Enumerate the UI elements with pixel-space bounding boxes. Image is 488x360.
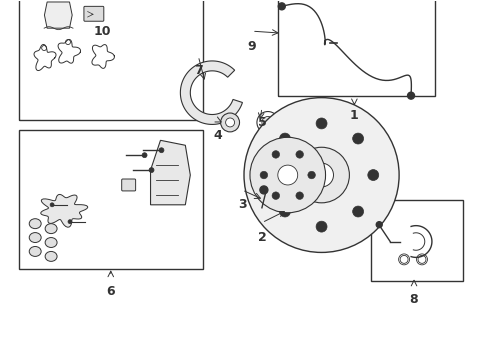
Circle shape — [159, 148, 163, 153]
Circle shape — [225, 118, 234, 127]
Circle shape — [367, 170, 378, 180]
Circle shape — [271, 192, 279, 199]
Circle shape — [375, 222, 382, 228]
Circle shape — [279, 133, 290, 144]
FancyBboxPatch shape — [84, 6, 103, 21]
Circle shape — [68, 220, 72, 224]
Polygon shape — [150, 140, 190, 205]
Text: 9: 9 — [247, 40, 256, 53]
Ellipse shape — [29, 233, 41, 243]
Text: 3: 3 — [237, 198, 246, 211]
Circle shape — [315, 118, 326, 129]
Polygon shape — [180, 61, 242, 125]
Circle shape — [249, 137, 325, 213]
Circle shape — [295, 192, 303, 199]
Ellipse shape — [262, 117, 273, 129]
Polygon shape — [44, 2, 72, 28]
Text: 5: 5 — [257, 116, 266, 129]
Circle shape — [277, 165, 297, 185]
Bar — [19, 130, 203, 269]
Circle shape — [293, 147, 349, 203]
Polygon shape — [41, 194, 87, 227]
Text: 4: 4 — [213, 129, 222, 142]
Circle shape — [352, 133, 363, 144]
Text: 10: 10 — [94, 24, 111, 38]
Text: 2: 2 — [257, 231, 266, 244]
FancyBboxPatch shape — [122, 179, 135, 191]
Text: 8: 8 — [409, 293, 418, 306]
Text: 7: 7 — [194, 64, 202, 77]
Circle shape — [352, 206, 363, 217]
Ellipse shape — [29, 219, 41, 229]
Circle shape — [407, 92, 414, 99]
Circle shape — [260, 171, 267, 179]
Ellipse shape — [45, 251, 57, 261]
Ellipse shape — [45, 238, 57, 247]
Circle shape — [309, 163, 333, 187]
Text: 1: 1 — [349, 109, 358, 122]
Circle shape — [149, 168, 154, 172]
Ellipse shape — [29, 247, 41, 256]
Bar — [19, 0, 203, 121]
Circle shape — [220, 113, 239, 132]
Circle shape — [295, 150, 303, 158]
Circle shape — [315, 221, 326, 232]
Circle shape — [271, 150, 279, 158]
Circle shape — [278, 3, 285, 10]
Text: 6: 6 — [106, 285, 115, 298]
Bar — [277, 0, 434, 96]
Circle shape — [50, 203, 54, 207]
Circle shape — [264, 170, 275, 180]
Ellipse shape — [45, 224, 57, 234]
Circle shape — [142, 153, 147, 158]
Circle shape — [279, 206, 290, 217]
Circle shape — [244, 98, 398, 252]
Circle shape — [307, 171, 315, 179]
Bar — [370, 200, 462, 281]
Circle shape — [260, 186, 267, 194]
